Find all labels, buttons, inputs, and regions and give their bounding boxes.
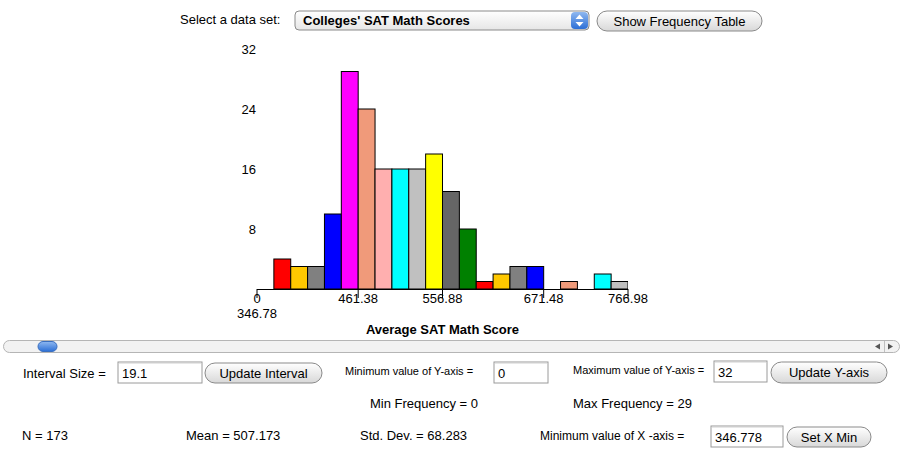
histogram-bar xyxy=(493,274,510,289)
text-field-frame[interactable] xyxy=(714,361,767,382)
select-frame[interactable] xyxy=(295,11,589,30)
histogram-bar xyxy=(510,267,527,290)
button[interactable]: Update Y-axis xyxy=(771,362,887,383)
histogram-bar xyxy=(274,259,291,289)
y-tick-label: 8 xyxy=(249,222,256,237)
text-field-shade xyxy=(495,363,547,364)
x-tick-label: 556.88 xyxy=(423,291,463,306)
text-field[interactable]: 19.1 xyxy=(118,362,202,383)
stat-label: Max Frequency = xyxy=(573,396,674,411)
label: Maximum value of Y-axis = xyxy=(573,364,704,376)
text-field-shade xyxy=(119,363,201,364)
scroll-right-arrow[interactable] xyxy=(888,344,893,350)
histogram-bar xyxy=(392,169,409,289)
button-label[interactable]: Update Interval xyxy=(219,366,307,381)
histogram-bar xyxy=(611,282,628,290)
y-tick-label: 32 xyxy=(242,42,256,57)
scrollbar[interactable] xyxy=(4,341,900,353)
stat: Std. Dev. = 68.283 xyxy=(360,428,467,443)
histogram-bar xyxy=(409,169,426,289)
text-field-value[interactable]: 0 xyxy=(498,366,505,381)
text-field-frame[interactable] xyxy=(711,426,783,447)
text-field-value[interactable]: 19.1 xyxy=(122,366,147,381)
button[interactable]: Set X Min xyxy=(787,427,871,447)
x-axis-title: Average SAT Math Score xyxy=(366,322,519,337)
page: Select a data set: Colleges' SAT Math Sco… xyxy=(0,0,903,452)
text-field-value[interactable]: 346.778 xyxy=(715,430,762,445)
histogram-bar xyxy=(594,274,611,289)
select-arrows xyxy=(576,15,584,27)
histogram-bar xyxy=(476,282,493,290)
text-field[interactable]: 32 xyxy=(714,361,767,382)
histogram-bar xyxy=(443,192,460,290)
x-tick-label: 461.38 xyxy=(338,291,378,306)
stat-label: N = xyxy=(22,428,43,443)
label: Interval Size = xyxy=(23,366,106,381)
histogram-bar xyxy=(291,267,308,290)
button-label[interactable]: Set X Min xyxy=(801,430,857,445)
stat: Max Frequency = 29 xyxy=(573,396,692,411)
button-label[interactable]: Show Frequency Table xyxy=(613,14,745,29)
text-field-frame[interactable] xyxy=(494,362,548,383)
text-field[interactable]: 346.778 xyxy=(711,426,783,447)
x-tick-label: 346.78 xyxy=(237,306,277,321)
button[interactable]: Update Interval xyxy=(205,363,322,383)
y-tick-label: 0 xyxy=(253,291,260,306)
label: Select a data set: xyxy=(180,12,280,27)
text-field-frame[interactable] xyxy=(118,362,202,383)
label: Minimum value of Y-axis = xyxy=(345,365,473,377)
scroll-left-arrow[interactable] xyxy=(875,344,880,350)
stat-value: 29 xyxy=(674,396,692,411)
x-tick-label: 766.98 xyxy=(608,291,648,306)
button-frame[interactable] xyxy=(771,362,887,383)
text-field[interactable]: 0 xyxy=(494,362,548,383)
scrollbar-thumb[interactable] xyxy=(38,342,57,352)
stat-value: 507.173 xyxy=(230,428,281,443)
histogram-bar xyxy=(341,72,358,290)
y-tick-label: 24 xyxy=(242,102,256,117)
histogram-bar xyxy=(527,267,544,290)
stat: Min Frequency = 0 xyxy=(370,396,478,411)
label: Minimum value of X -axis = xyxy=(540,429,684,443)
bars xyxy=(274,72,628,290)
y-tick-label: 16 xyxy=(242,162,256,177)
text-field-shade xyxy=(715,362,766,363)
select-arrow-box xyxy=(571,12,588,29)
select-value[interactable]: Colleges' SAT Math Scores xyxy=(303,13,470,28)
stat: N = 173 xyxy=(22,428,68,443)
button-label[interactable]: Update Y-axis xyxy=(789,365,870,380)
histogram-bar xyxy=(426,154,443,289)
x-tick-label: 671.48 xyxy=(524,291,564,306)
stat-label: Mean = xyxy=(186,428,230,443)
dataset-select[interactable]: Colleges' SAT Math Scores xyxy=(295,11,589,30)
button[interactable]: Show Frequency Table xyxy=(597,11,762,31)
text-field-value[interactable]: 32 xyxy=(718,365,732,380)
histogram-bar xyxy=(375,169,392,289)
scrollbar-track[interactable] xyxy=(4,341,900,353)
stat: Mean = 507.173 xyxy=(186,428,280,443)
histogram-bar xyxy=(308,267,325,290)
histogram-bar xyxy=(459,229,476,289)
button-frame[interactable] xyxy=(787,427,871,447)
button-frame[interactable] xyxy=(205,363,322,383)
histogram-bar xyxy=(358,109,375,289)
stat-value: 0 xyxy=(467,396,478,411)
histogram-bar xyxy=(324,214,341,289)
stat-label: Min Frequency = xyxy=(370,396,467,411)
stat-label: Std. Dev. = xyxy=(360,428,424,443)
text-field-shade xyxy=(712,427,782,428)
stat-value: 68.283 xyxy=(424,428,467,443)
stat-value: 173 xyxy=(43,428,68,443)
scroll-divider xyxy=(884,341,885,352)
button-frame[interactable] xyxy=(597,11,762,31)
histogram-bar xyxy=(561,282,578,290)
